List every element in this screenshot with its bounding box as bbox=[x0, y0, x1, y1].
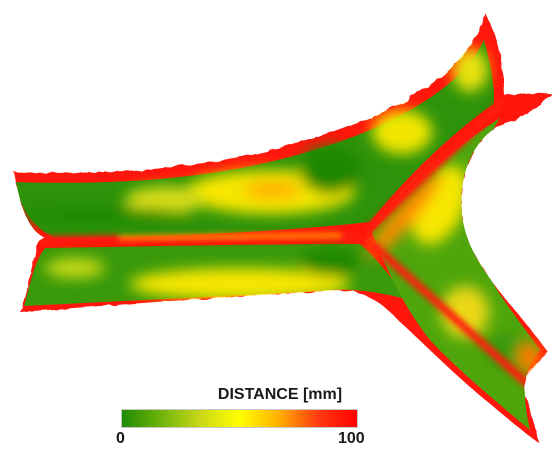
upper-green-patch bbox=[300, 146, 360, 194]
lower-yellow-band bbox=[130, 268, 350, 300]
right-yellow-lower bbox=[441, 286, 489, 338]
right-orange-stripe bbox=[368, 172, 442, 258]
legend-max-label: 100 bbox=[338, 430, 365, 447]
upper-dark-strip bbox=[14, 208, 190, 224]
legend-min-label: 0 bbox=[116, 430, 125, 447]
lower-yellow-left bbox=[45, 258, 105, 278]
upper-orange-spot bbox=[244, 181, 300, 199]
right-tip-orange bbox=[518, 342, 542, 374]
upper-yellow-tip bbox=[452, 48, 488, 92]
surface-fill bbox=[14, 40, 542, 430]
legend-color-bar bbox=[121, 409, 358, 428]
upper-lobe bbox=[14, 40, 495, 238]
upper-yellow-right bbox=[372, 110, 432, 154]
central-seam-highlight bbox=[119, 233, 341, 239]
diagonal-seam-lower bbox=[369, 241, 535, 391]
lower-green-patch bbox=[300, 248, 360, 276]
legend-title: DISTANCE [mm] bbox=[217, 386, 343, 403]
upper-yellow-mid bbox=[125, 186, 205, 214]
diagonal-seam-upper bbox=[365, 97, 508, 233]
